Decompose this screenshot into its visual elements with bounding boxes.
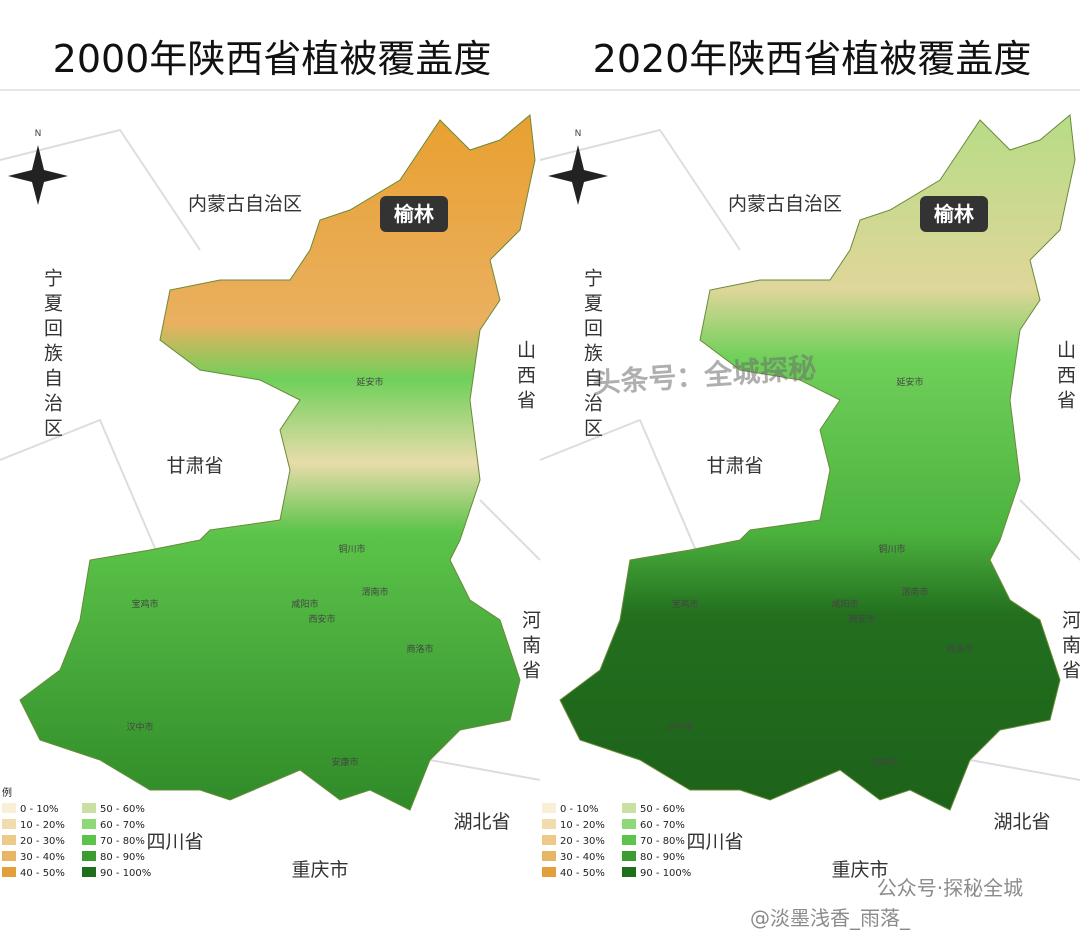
legend-label: 70 - 80%: [100, 836, 145, 847]
region-label: 内蒙古自治区: [188, 193, 302, 215]
legend-label: 90 - 100%: [640, 868, 691, 879]
city-label: 汉中市: [666, 721, 693, 733]
compass: [548, 145, 608, 205]
city-label: 西安市: [308, 613, 335, 625]
legend-label: 20 - 30%: [560, 836, 605, 847]
city-label: 安康市: [331, 756, 358, 768]
legend-label: 40 - 50%: [20, 868, 65, 879]
city-label: 咸阳市: [831, 598, 858, 610]
region-label: 甘肃省: [166, 455, 223, 477]
city-label: 铜川市: [338, 543, 365, 555]
legend-label: 0 - 10%: [560, 804, 599, 815]
legend-label: 10 - 20%: [20, 820, 65, 831]
legend-swatch: [82, 867, 96, 877]
city-label: 汉中市: [126, 721, 153, 733]
legend-label: 0 - 10%: [20, 804, 59, 815]
legend-label: 50 - 60%: [100, 804, 145, 815]
legend-label: 30 - 40%: [560, 852, 605, 863]
region-label: 四川省: [146, 831, 203, 853]
legend-swatch: [622, 819, 636, 829]
city-label: 宝鸡市: [671, 598, 698, 610]
watermark: 公众号·探秘全城: [877, 876, 1023, 900]
legend-swatch: [542, 867, 556, 877]
city-label: 宝鸡市: [131, 598, 158, 610]
legend-swatch: [2, 835, 16, 845]
legend-swatch: [542, 819, 556, 829]
city-label: 商洛市: [946, 643, 973, 655]
legend-swatch: [622, 851, 636, 861]
north-label: N: [575, 129, 582, 139]
city-label: 延安市: [356, 376, 383, 388]
region-label: 重庆市: [831, 859, 888, 881]
legend-swatch: [82, 851, 96, 861]
legend-swatch: [542, 835, 556, 845]
city-label: 铜川市: [878, 543, 905, 555]
legend-label: 20 - 30%: [20, 836, 65, 847]
city-label: 咸阳市: [291, 598, 318, 610]
panel-title: 2020年陕西省植被覆盖度: [593, 37, 1032, 81]
city-label: 安康市: [871, 756, 898, 768]
north-label: N: [35, 129, 42, 139]
legend-label: 90 - 100%: [100, 868, 151, 879]
legend-label: 50 - 60%: [640, 804, 685, 815]
region-label: 湖北省: [453, 811, 510, 833]
legend-label: 60 - 70%: [100, 820, 145, 831]
highlight-box: [920, 196, 988, 232]
region-label: 宁夏回族自治区: [41, 268, 63, 443]
highlight-box: [380, 196, 448, 232]
region-label: 宁夏回族自治区: [581, 268, 603, 443]
legend-title: 例: [2, 786, 12, 799]
neighbor-borders: [0, 128, 541, 781]
legend-label: 40 - 50%: [560, 868, 605, 879]
legend-swatch: [82, 803, 96, 813]
region-label: 内蒙古自治区: [728, 193, 842, 215]
city-label: 延安市: [896, 376, 923, 388]
region-label: 山西省: [514, 340, 536, 415]
region-label: 山西省: [1054, 340, 1076, 415]
compass: [8, 145, 68, 205]
shaanxi-vegetation: [19, 114, 536, 811]
legend-swatch: [622, 803, 636, 813]
legend-swatch: [82, 819, 96, 829]
legend-swatch: [82, 835, 96, 845]
region-label: 四川省: [686, 831, 743, 853]
legend-swatch: [2, 803, 16, 813]
region-label: 甘肃省: [706, 455, 763, 477]
region-label: 重庆市: [291, 859, 348, 881]
city-label: 商洛市: [406, 643, 433, 655]
legend-swatch: [2, 851, 16, 861]
region-label: 湖北省: [993, 811, 1050, 833]
shaanxi-vegetation: [559, 114, 1076, 811]
legend-label: 80 - 90%: [100, 852, 145, 863]
watermark: @淡墨浅香_雨落_: [750, 906, 911, 930]
region-label: 河南省: [1059, 610, 1080, 685]
neighbor-borders: [539, 128, 1080, 781]
legend-swatch: [622, 867, 636, 877]
panel-title: 2000年陕西省植被覆盖度: [53, 37, 492, 81]
legend-swatch: [542, 851, 556, 861]
legend-swatch: [2, 867, 16, 877]
watermark: 头条号：全城探秘: [591, 351, 817, 400]
highlight-label: 榆林: [934, 202, 974, 226]
region-label: 河南省: [519, 610, 541, 685]
legend-swatch: [2, 819, 16, 829]
legend-label: 80 - 90%: [640, 852, 685, 863]
city-label: 渭南市: [901, 586, 928, 598]
highlight-label: 榆林: [394, 202, 434, 226]
legend-label: 30 - 40%: [20, 852, 65, 863]
city-label: 渭南市: [361, 586, 388, 598]
legend-swatch: [542, 803, 556, 813]
legend-swatch: [622, 835, 636, 845]
legend-label: 10 - 20%: [560, 820, 605, 831]
city-label: 西安市: [848, 613, 875, 625]
legend-label: 60 - 70%: [640, 820, 685, 831]
legend-label: 70 - 80%: [640, 836, 685, 847]
